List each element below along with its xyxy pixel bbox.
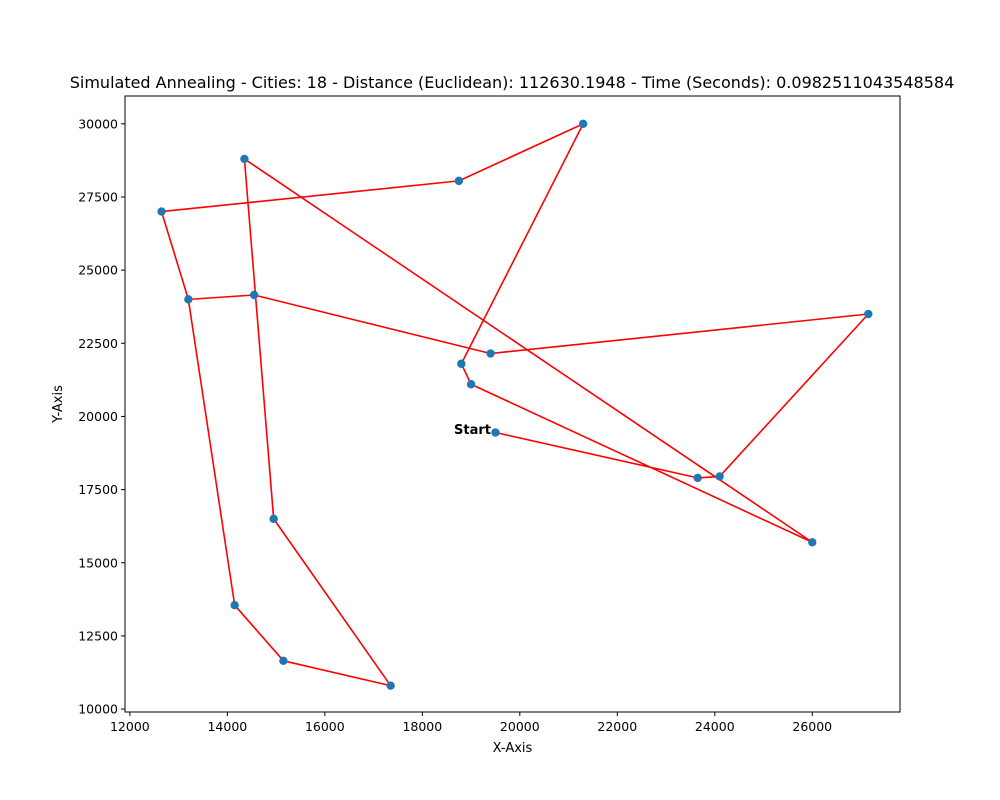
city-point: [486, 349, 495, 358]
y-tick-label: 30000: [78, 116, 118, 131]
city-point: [386, 681, 395, 690]
y-axis-label: Y-Axis: [51, 385, 66, 424]
x-tick-label: 20000: [500, 719, 540, 734]
y-tick-label: 10000: [78, 702, 118, 717]
city-point: [157, 207, 166, 216]
y-tick-label: 25000: [78, 263, 118, 278]
x-tick-label: 26000: [792, 719, 832, 734]
city-point: [269, 514, 278, 524]
city-point: [279, 656, 288, 665]
city-point: [578, 119, 588, 129]
y-tick-label: 15000: [78, 555, 118, 570]
y-tick-label: 20000: [78, 409, 118, 424]
y-tick-label: 17500: [78, 482, 118, 497]
x-tick-label: 16000: [305, 719, 345, 734]
y-tick-label: 22500: [78, 336, 118, 351]
start-annotation: Start: [454, 423, 491, 438]
city-point: [715, 472, 724, 481]
annotations-layer: Start: [454, 423, 491, 438]
city-point: [693, 473, 702, 483]
city-point: [230, 600, 239, 610]
ticks-layer: 12000 14000 16000 18000 20000 22000 24000 26000…: [78, 116, 832, 734]
chart-title: Simulated Annealing - Cities: 18 - Dista…: [70, 73, 955, 92]
city-point: [864, 309, 873, 319]
city-point: [249, 290, 259, 300]
y-tick-label: 12500: [78, 628, 118, 643]
x-tick-label: 14000: [207, 719, 247, 734]
x-tick-label: 12000: [110, 719, 150, 734]
y-tick-label: 27500: [78, 189, 118, 204]
city-point: [466, 380, 476, 389]
x-tick-label: 22000: [597, 719, 637, 734]
city-point: [808, 538, 817, 547]
city-point: [184, 295, 193, 304]
city-point: [457, 359, 466, 368]
x-axis-label: X-Axis: [493, 741, 533, 756]
cities-layer: [157, 119, 873, 690]
city-point: [491, 428, 500, 437]
city-point: [240, 154, 249, 164]
x-tick-label: 24000: [695, 719, 735, 734]
x-tick-label: 18000: [402, 719, 442, 734]
city-point: [454, 176, 464, 186]
